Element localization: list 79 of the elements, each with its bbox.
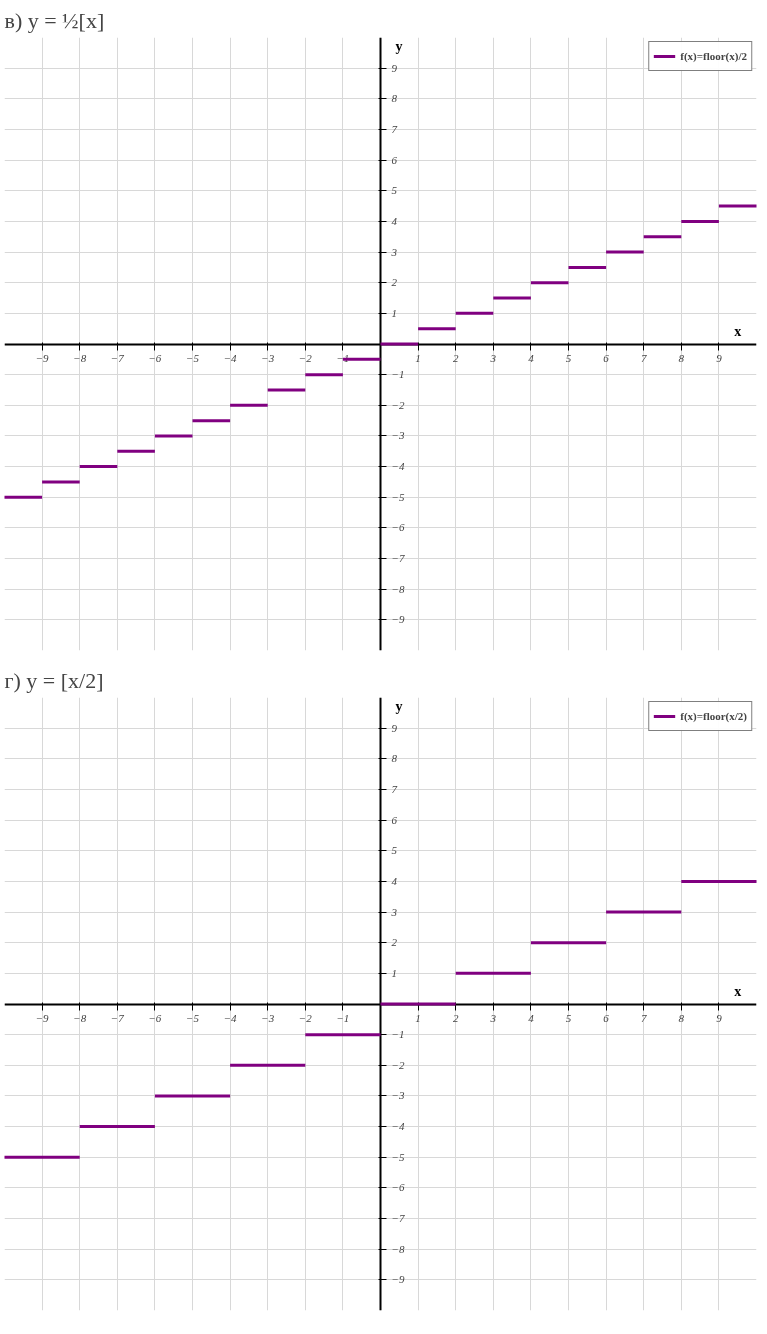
x-tick-label: 8	[678, 352, 685, 364]
y-tick-label: −3	[391, 429, 405, 442]
y-tick-label: 8	[391, 92, 398, 105]
x-tick-label: −4	[223, 352, 238, 364]
y-tick-label: −7	[391, 1212, 405, 1225]
y-axis-title: y	[395, 699, 403, 715]
y-tick-label: −1	[391, 368, 405, 381]
y-tick-label: −5	[391, 490, 405, 503]
chart-title: г) y = [x/2]	[4, 667, 104, 693]
y-tick-label: 1	[391, 306, 397, 319]
x-tick-label: 9	[716, 352, 723, 364]
y-tick-label: −6	[391, 1181, 405, 1194]
x-tick-label: −8	[73, 1012, 87, 1024]
y-tick-label: −5	[391, 1150, 405, 1163]
y-tick-label: 3	[390, 245, 398, 258]
y-tick-label: 6	[391, 813, 398, 826]
x-tick-label: 4	[528, 352, 535, 364]
x-axis-title: x	[734, 984, 742, 1000]
x-tick-label: −2	[298, 352, 313, 364]
x-axis-title: x	[734, 324, 742, 340]
x-tick-label: 5	[565, 1012, 572, 1024]
x-tick-label: 1	[415, 352, 421, 364]
x-tick-label: −1	[336, 1012, 350, 1024]
x-tick-label: 5	[565, 352, 572, 364]
x-tick-label: 7	[640, 352, 647, 364]
x-tick-label: 4	[528, 1012, 535, 1024]
y-tick-label: 7	[391, 122, 398, 135]
x-tick-label: −6	[148, 1012, 162, 1024]
x-tick-label: 6	[603, 1012, 610, 1024]
y-tick-label: 5	[391, 184, 398, 197]
y-tick-label: 6	[391, 153, 398, 166]
y-tick-label: −2	[391, 398, 405, 411]
y-axis-title: y	[395, 39, 403, 55]
x-tick-label: 3	[489, 1012, 497, 1024]
x-tick-label: 8	[678, 1012, 685, 1024]
x-tick-label: 9	[716, 1012, 723, 1024]
x-tick-label: −4	[223, 1012, 238, 1024]
y-tick-label: −9	[391, 1273, 405, 1286]
y-tick-label: 4	[391, 874, 398, 887]
y-tick-label: 1	[391, 966, 397, 979]
x-tick-label: −8	[73, 352, 87, 364]
x-tick-label: 1	[415, 1012, 421, 1024]
chart-title: в) y = ½[x]	[4, 7, 105, 33]
y-tick-label: −4	[391, 1120, 405, 1133]
legend-label: f(x)=floor(x)/2	[680, 50, 747, 62]
x-tick-label: −9	[35, 352, 50, 364]
y-tick-label: 9	[391, 61, 398, 74]
y-tick-label: 3	[390, 905, 398, 918]
y-tick-label: −7	[391, 552, 405, 565]
y-tick-label: −2	[391, 1058, 405, 1071]
y-tick-label: 7	[391, 782, 398, 795]
y-tick-label: −3	[391, 1089, 405, 1102]
x-tick-label: 2	[452, 352, 459, 364]
x-tick-label: 7	[640, 1012, 647, 1024]
x-tick-label: −7	[110, 352, 125, 364]
y-tick-label: 2	[391, 276, 398, 289]
y-tick-label: 4	[391, 214, 398, 227]
y-tick-label: −9	[391, 613, 405, 626]
y-tick-label: 9	[391, 721, 398, 734]
y-tick-label: 5	[391, 844, 398, 857]
x-tick-label: 6	[603, 352, 610, 364]
y-tick-label: −8	[391, 1242, 405, 1255]
y-tick-label: 8	[391, 752, 398, 765]
y-tick-label: −8	[391, 582, 405, 595]
x-tick-label: −2	[298, 1012, 313, 1024]
y-tick-label: 2	[391, 936, 398, 949]
legend-label: f(x)=floor(x/2)	[680, 710, 747, 722]
x-tick-label: −5	[186, 1012, 200, 1024]
x-tick-label: −9	[35, 1012, 50, 1024]
x-tick-label: 2	[452, 1012, 459, 1024]
x-tick-label: −6	[148, 352, 162, 364]
x-tick-label: −5	[186, 352, 200, 364]
x-tick-label: 3	[489, 352, 497, 364]
y-tick-label: −6	[391, 521, 405, 534]
x-tick-label: −3	[261, 1012, 275, 1024]
y-tick-label: −4	[391, 460, 405, 473]
y-tick-label: −1	[391, 1028, 405, 1041]
x-tick-label: −3	[261, 352, 275, 364]
x-tick-label: −7	[110, 1012, 125, 1024]
